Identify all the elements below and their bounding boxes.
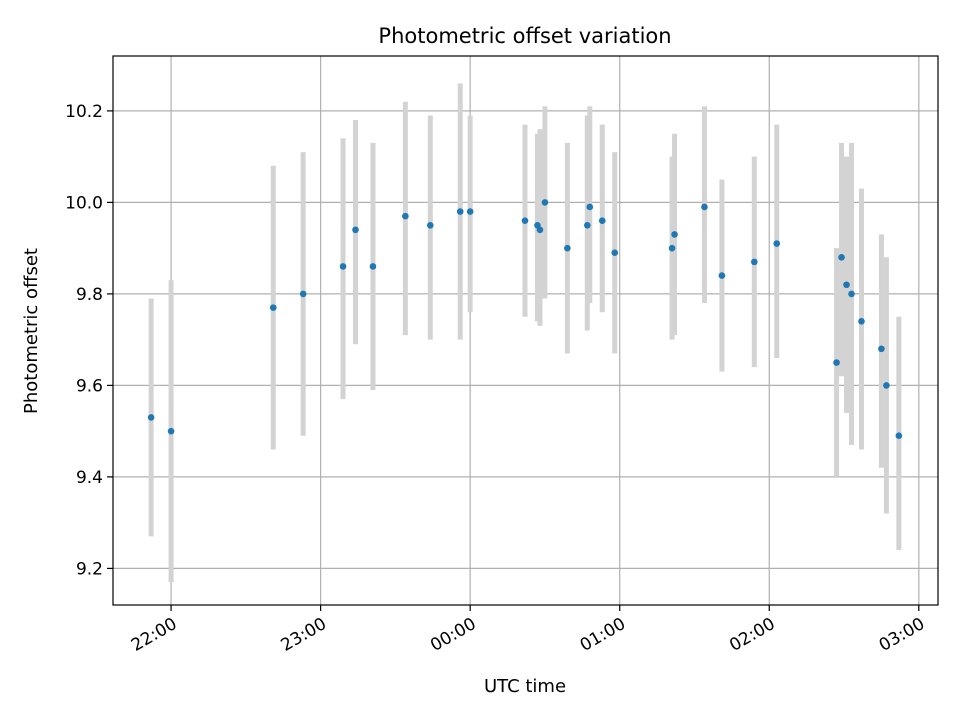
- data-point: [402, 212, 409, 220]
- data-point: [848, 290, 855, 298]
- data-points: [147, 199, 903, 440]
- data-point: [751, 258, 758, 266]
- data-point: [339, 263, 347, 270]
- data-point: [466, 208, 474, 215]
- y-axis-label: Photometric offset: [21, 248, 42, 414]
- data-point: [843, 281, 850, 289]
- y-tick-label: 9.2: [76, 559, 103, 579]
- data-point: [167, 427, 175, 435]
- data-point: [352, 226, 359, 234]
- data-point: [299, 290, 307, 298]
- y-axis: 9.2 9.4 9.6 9.8 10.0 10.2: [65, 102, 113, 579]
- data-point: [426, 221, 434, 229]
- data-point: [671, 231, 678, 238]
- y-tick-label: 9.6: [76, 376, 103, 396]
- y-tick-label: 10.0: [65, 193, 103, 213]
- data-point: [833, 359, 840, 366]
- data-point: [541, 199, 549, 206]
- data-point: [521, 217, 529, 224]
- data-point: [369, 263, 377, 270]
- data-point: [701, 203, 708, 211]
- chart-title: Photometric offset variation: [378, 24, 671, 48]
- data-point: [858, 318, 865, 325]
- data-point: [611, 249, 619, 257]
- data-point: [878, 345, 885, 353]
- data-point: [838, 253, 845, 261]
- y-tick-label: 9.8: [76, 285, 103, 305]
- data-point: [598, 217, 606, 224]
- data-point: [584, 221, 591, 229]
- data-point: [564, 244, 571, 252]
- data-point: [147, 414, 155, 421]
- y-tick-label: 9.4: [76, 468, 103, 488]
- data-point: [668, 244, 676, 252]
- data-point: [269, 304, 277, 311]
- data-point: [773, 240, 781, 247]
- x-axis-label: UTC time: [484, 676, 566, 697]
- data-point: [883, 382, 890, 389]
- data-point: [586, 203, 594, 211]
- data-point: [895, 432, 903, 440]
- data-point: [536, 226, 544, 234]
- data-point: [718, 272, 726, 279]
- y-tick-label: 10.2: [65, 102, 103, 122]
- plot-frame: [112, 55, 939, 606]
- data-point: [456, 208, 464, 215]
